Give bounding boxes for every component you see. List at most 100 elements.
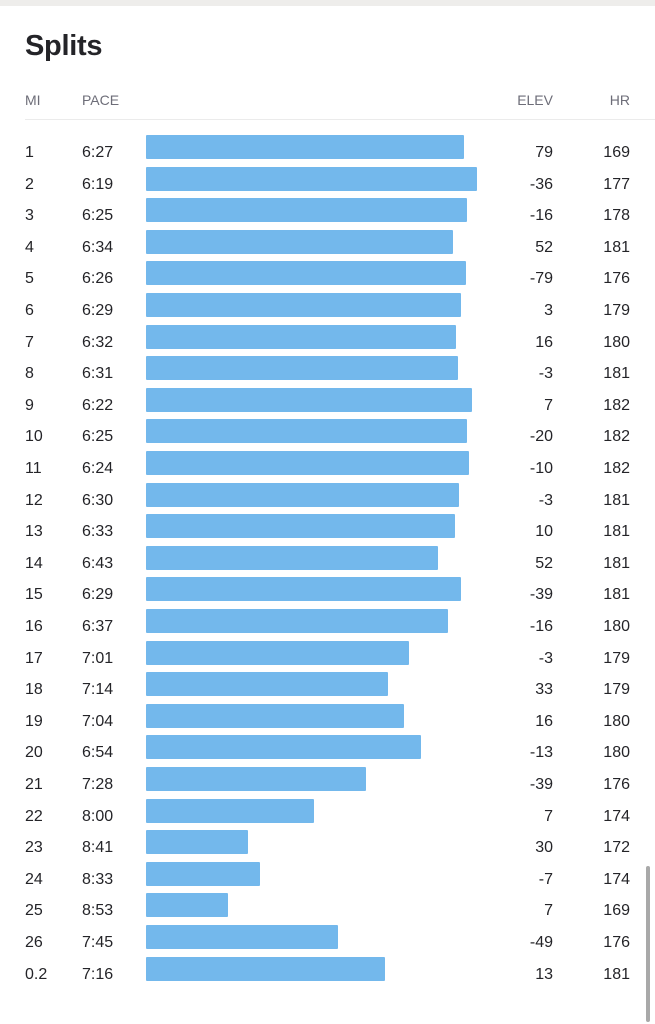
split-pace: 6:26 <box>82 270 114 288</box>
split-mile: 17 <box>25 649 43 667</box>
split-elev: -3 <box>538 491 553 509</box>
split-pace: 7:45 <box>82 934 114 951</box>
pace-bar <box>146 198 468 223</box>
split-mile: 25 <box>25 902 43 920</box>
split-mile: 11 <box>25 460 42 477</box>
split-row: 8 6:31 -3 181 <box>0 356 655 391</box>
pace-bar <box>146 735 421 760</box>
split-mile: 23 <box>25 839 43 857</box>
pace-bar <box>146 229 453 254</box>
split-mile: 19 <box>25 712 43 730</box>
split-pace: 7:01 <box>82 649 114 667</box>
split-elev: 52 <box>535 238 553 256</box>
split-mile: 15 <box>25 586 43 604</box>
split-hr: 180 <box>603 333 630 351</box>
pace-bar <box>146 640 410 665</box>
split-mile: 4 <box>25 238 34 256</box>
pace-bar <box>146 293 461 317</box>
split-row: 25 8:53 7 169 <box>0 893 655 928</box>
top-strip <box>0 0 655 6</box>
split-hr: 180 <box>603 744 630 762</box>
pace-bar <box>146 703 405 728</box>
split-hr: 181 <box>603 491 630 509</box>
split-row: 19 7:04 16 180 <box>0 703 655 739</box>
header-pace: PACE <box>82 92 120 108</box>
split-hr: 182 <box>603 428 630 446</box>
split-elev: -10 <box>529 460 553 477</box>
split-row: 16 6:37 -16 180 <box>0 609 655 644</box>
split-mile: 24 <box>25 870 43 888</box>
pace-bar <box>146 767 366 791</box>
split-row: 6 6:29 3 179 <box>0 293 655 328</box>
split-pace: 8:41 <box>82 839 114 857</box>
split-mile: 18 <box>25 681 43 699</box>
split-row: 11 6:24 -10 182 <box>0 451 655 486</box>
page-title: Splits <box>25 30 103 62</box>
pace-bar <box>146 925 339 949</box>
split-mile: 0.2 <box>25 965 48 983</box>
pace-bar <box>146 798 314 823</box>
pace-bar <box>146 356 458 381</box>
split-hr: 176 <box>603 776 630 793</box>
split-row: 13 6:33 10 181 <box>0 514 655 549</box>
split-pace: 7:16 <box>82 965 114 983</box>
split-pace: 7:14 <box>82 681 114 699</box>
split-mile: 10 <box>25 428 43 446</box>
split-row: 7 6:32 16 180 <box>0 324 655 360</box>
split-mile: 3 <box>25 207 34 225</box>
pace-bar <box>146 609 449 633</box>
split-mile: 7 <box>25 333 34 351</box>
pace-bar <box>146 830 248 855</box>
pace-bar <box>146 672 389 697</box>
split-pace: 6:29 <box>82 586 114 604</box>
split-mile: 21 <box>25 776 43 793</box>
split-hr: 179 <box>603 302 630 319</box>
split-hr: 176 <box>603 934 630 951</box>
split-elev: -7 <box>538 870 553 888</box>
split-row: 24 8:33 -7 174 <box>0 861 655 897</box>
split-pace: 6:33 <box>82 523 114 541</box>
split-elev: -16 <box>529 618 553 635</box>
split-mile: 6 <box>25 302 34 319</box>
split-hr: 180 <box>603 712 630 730</box>
split-hr: 181 <box>603 554 630 572</box>
split-pace: 6:54 <box>82 744 114 762</box>
split-mile: 9 <box>25 396 34 414</box>
split-row: 20 6:54 -13 180 <box>0 735 655 770</box>
split-mile: 20 <box>25 744 43 762</box>
split-pace: 7:28 <box>82 776 114 793</box>
split-row: 17 7:01 -3 179 <box>0 640 655 676</box>
split-pace: 6:30 <box>82 491 114 509</box>
split-elev: 7 <box>544 902 553 920</box>
split-mile: 12 <box>25 491 43 509</box>
split-pace: 8:00 <box>82 807 114 825</box>
split-hr: 174 <box>603 807 630 825</box>
split-mile: 2 <box>25 175 34 193</box>
pace-bar <box>146 166 478 191</box>
split-elev: 13 <box>535 965 553 983</box>
split-pace: 6:32 <box>82 333 114 351</box>
split-elev: -49 <box>529 934 553 951</box>
split-hr: 174 <box>603 870 630 888</box>
split-row: 5 6:26 -79 176 <box>0 261 655 296</box>
split-mile: 5 <box>25 270 34 288</box>
header-mi: MI <box>25 92 41 108</box>
split-elev: 33 <box>535 681 553 699</box>
split-row: 0.2 7:16 13 181 <box>0 956 655 992</box>
split-elev: 16 <box>535 712 553 730</box>
split-pace: 7:04 <box>82 712 114 730</box>
split-pace: 6:22 <box>82 396 114 414</box>
split-hr: 181 <box>603 238 630 256</box>
split-elev: -16 <box>529 207 553 225</box>
split-row: 3 6:25 -16 178 <box>0 198 655 233</box>
split-hr: 179 <box>603 681 630 699</box>
split-mile: 16 <box>25 618 43 635</box>
pace-bar <box>146 545 439 570</box>
split-hr: 181 <box>603 586 630 604</box>
pace-bar <box>146 893 229 918</box>
split-mile: 1 <box>25 144 34 161</box>
split-elev: 52 <box>535 554 553 572</box>
split-elev: 16 <box>535 333 553 351</box>
scrollbar[interactable] <box>646 866 650 1022</box>
split-elev: -3 <box>538 365 553 383</box>
